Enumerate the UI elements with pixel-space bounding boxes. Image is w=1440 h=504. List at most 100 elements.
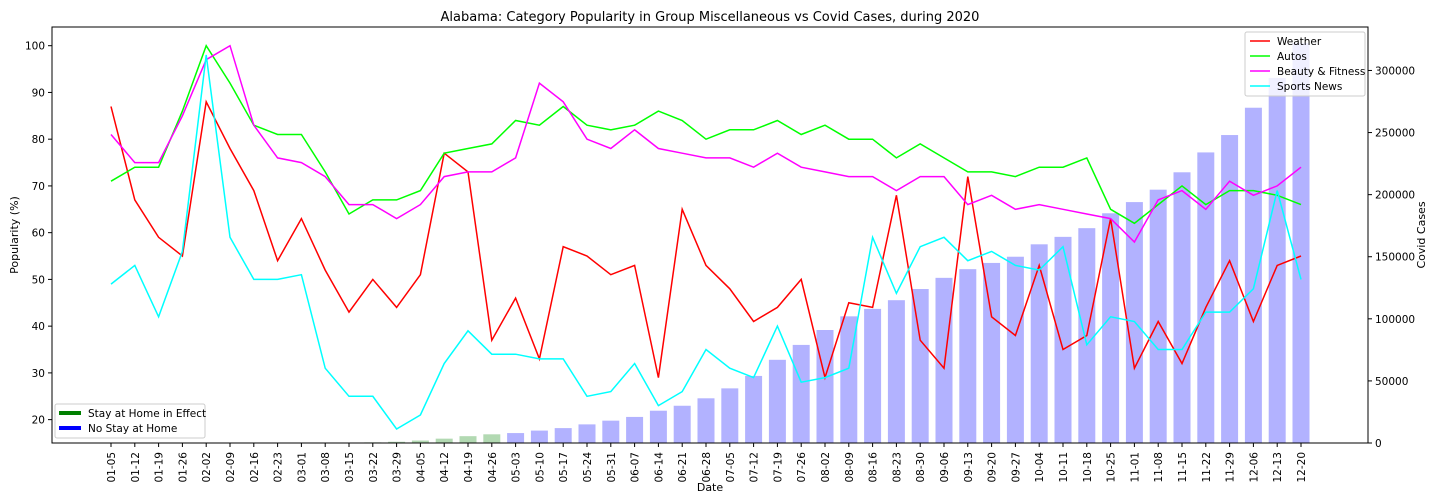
y-axis-label: Popularity (%) bbox=[8, 196, 21, 274]
y2-tick-label: 0 bbox=[1375, 438, 1382, 450]
covid-bar bbox=[554, 428, 572, 443]
x-tick-label: 07-12 bbox=[749, 452, 761, 483]
plot-frame bbox=[51, 26, 1369, 444]
covid-bar bbox=[1197, 152, 1215, 443]
covid-bar bbox=[649, 410, 667, 443]
legend-label: Stay at Home in Effect bbox=[88, 408, 206, 420]
status-legend-box bbox=[54, 403, 206, 439]
x-tick-label: 06-21 bbox=[677, 452, 689, 483]
y2-tick-label: 300000 bbox=[1375, 65, 1415, 77]
covid-bar bbox=[959, 269, 977, 443]
y-tick-label: 100 bbox=[25, 41, 45, 53]
x-tick-label: 10-25 bbox=[1106, 452, 1118, 483]
covid-bar bbox=[435, 438, 453, 443]
x-tick-label: 02-16 bbox=[249, 452, 261, 483]
x-tick-label: 07-26 bbox=[796, 452, 808, 483]
x-tick-label: 08-16 bbox=[868, 452, 880, 483]
series-line bbox=[110, 44, 1302, 225]
legend-label: Weather bbox=[1277, 36, 1322, 48]
axes: 20 30 40 50 60 70 80 90 100 0 50000 100000 150000 200… bbox=[25, 26, 1415, 483]
legend-label: Sports News bbox=[1277, 81, 1342, 93]
covid-bar bbox=[673, 405, 691, 443]
x-tick-label: 01-19 bbox=[154, 452, 166, 483]
x-tick-label: 05-17 bbox=[558, 452, 570, 483]
x-tick-label: 09-13 bbox=[963, 452, 975, 483]
x-tick-label: 05-31 bbox=[606, 452, 618, 483]
covid-bar bbox=[768, 359, 786, 443]
covid-bars bbox=[364, 43, 1310, 444]
x-tick-label: 11-29 bbox=[1225, 452, 1237, 483]
covid-bar bbox=[1292, 43, 1310, 444]
x-tick-label: 12-20 bbox=[1296, 452, 1308, 483]
y-tick-label: 50 bbox=[32, 274, 45, 286]
legend-label: Autos bbox=[1277, 51, 1307, 63]
x-tick-label: 08-30 bbox=[915, 452, 927, 483]
x-tick-label: 09-27 bbox=[1010, 452, 1022, 483]
x-tick-label: 11-15 bbox=[1177, 452, 1189, 483]
x-tick-label: 03-01 bbox=[296, 452, 308, 483]
series-legend: Weather Autos Beauty & Fitness Sports News bbox=[1244, 31, 1366, 97]
covid-bar bbox=[1030, 244, 1048, 443]
x-tick-label: 05-03 bbox=[511, 452, 523, 483]
x-tick-label: 09-20 bbox=[987, 452, 999, 483]
x-tick-label: 10-04 bbox=[1034, 452, 1046, 483]
series-line bbox=[110, 54, 1302, 430]
status-legend: Stay at Home in Effect No Stay at Home bbox=[54, 403, 206, 439]
x-tick-label: 11-22 bbox=[1201, 452, 1213, 483]
x-tick-label: 05-24 bbox=[582, 452, 594, 483]
legend-label: No Stay at Home bbox=[88, 423, 177, 435]
x-tick-label: 02-02 bbox=[201, 452, 213, 483]
covid-bar bbox=[983, 262, 1001, 443]
x-tick-label: 03-08 bbox=[320, 452, 332, 483]
x-tick-label: 01-26 bbox=[177, 452, 189, 483]
series-line bbox=[110, 44, 1302, 244]
x-tick-label: 07-19 bbox=[772, 452, 784, 483]
y2-tick-label: 150000 bbox=[1375, 252, 1415, 264]
covid-bar bbox=[887, 300, 905, 443]
y-tick-label: 20 bbox=[32, 415, 45, 427]
x-tick-label: 08-02 bbox=[820, 452, 832, 483]
covid-bar bbox=[1173, 172, 1191, 443]
x-tick-label: 06-14 bbox=[653, 452, 665, 483]
covid-bar bbox=[911, 289, 929, 443]
x-tick-label: 06-07 bbox=[630, 452, 642, 483]
y2-tick-label: 200000 bbox=[1375, 190, 1415, 202]
x-tick-label: 04-05 bbox=[415, 452, 427, 483]
x-tick-label: 08-23 bbox=[891, 452, 903, 483]
x-tick-label: 04-12 bbox=[439, 452, 451, 483]
x-tick-label: 09-06 bbox=[939, 452, 951, 483]
series-line bbox=[110, 99, 1302, 381]
covid-bar bbox=[602, 420, 620, 443]
y2-axis-label: Covid Cases bbox=[1415, 201, 1428, 268]
popularity-lines bbox=[110, 44, 1302, 430]
x-tick-label: 03-15 bbox=[344, 452, 356, 483]
x-tick-label: 11-08 bbox=[1153, 452, 1165, 483]
y2-tick-label: 250000 bbox=[1375, 128, 1415, 140]
covid-bar bbox=[1102, 213, 1120, 443]
x-tick-label: 04-26 bbox=[487, 452, 499, 483]
x-tick-label: 05-10 bbox=[534, 452, 546, 483]
covid-bar bbox=[721, 388, 739, 443]
covid-bar bbox=[1268, 77, 1286, 444]
x-tick-label: 04-19 bbox=[463, 452, 475, 483]
x-tick-label: 12-13 bbox=[1272, 452, 1284, 483]
x-tick-label: 10-18 bbox=[1082, 452, 1094, 483]
covid-bar bbox=[459, 436, 477, 443]
x-tick-label: 07-05 bbox=[725, 452, 737, 483]
covid-bar bbox=[816, 329, 834, 443]
covid-bar bbox=[388, 441, 406, 443]
covid-bar bbox=[1221, 135, 1239, 443]
x-tick-label: 12-06 bbox=[1248, 452, 1260, 483]
y-tick-label: 70 bbox=[32, 181, 45, 193]
x-tick-label: 08-09 bbox=[844, 452, 856, 483]
covid-bar bbox=[697, 398, 715, 443]
covid-bar bbox=[1054, 236, 1072, 443]
x-tick-label: 03-22 bbox=[368, 452, 380, 483]
covid-bar bbox=[792, 344, 810, 443]
covid-bar bbox=[1149, 189, 1167, 443]
x-tick-label: 02-23 bbox=[273, 452, 285, 483]
covid-bar bbox=[1244, 107, 1262, 443]
x-tick-label: 06-28 bbox=[701, 452, 713, 483]
x-tick-label: 10-11 bbox=[1058, 452, 1070, 483]
